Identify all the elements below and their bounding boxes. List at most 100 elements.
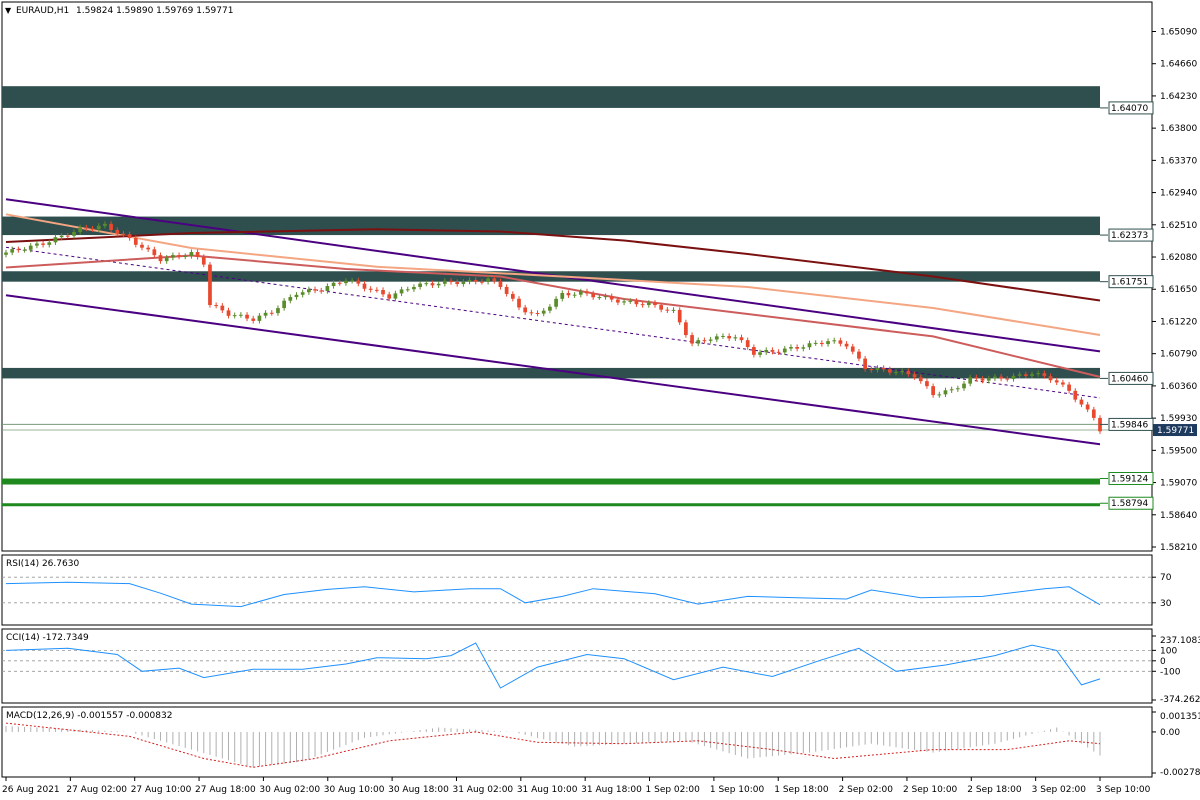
candle-body — [325, 286, 330, 292]
candle-body — [603, 296, 608, 298]
cci-tick-label: 100 — [1160, 646, 1177, 656]
candle-body — [770, 349, 775, 352]
candle-body — [1054, 380, 1059, 383]
candle-body — [795, 347, 799, 349]
candle-body — [152, 249, 157, 256]
candle-body — [974, 377, 979, 379]
candle-body — [1073, 390, 1078, 400]
candle-body — [473, 279, 478, 282]
candle-body — [993, 376, 997, 379]
candle-body — [1042, 373, 1047, 377]
candle-body — [41, 243, 45, 245]
level-label-text: 1.59846 — [1111, 420, 1148, 430]
candle-body — [158, 255, 163, 262]
cci-pane[interactable] — [1, 628, 1153, 704]
candle-body — [16, 249, 21, 251]
candle-body — [140, 244, 144, 248]
price-tick-label: 1.61650 — [1160, 285, 1197, 295]
candle-body — [276, 308, 280, 314]
level-label-text: 1.60460 — [1111, 374, 1148, 384]
time-tick-label: 1 Sep 18:00 — [774, 785, 829, 795]
level-zone-1.60460 — [2, 367, 1100, 379]
price-tick-label: 1.62080 — [1160, 253, 1197, 263]
macd-pane[interactable] — [1, 706, 1153, 778]
candle-body — [28, 245, 33, 250]
candle-body — [245, 314, 249, 319]
candle-body — [813, 342, 818, 344]
candle-body — [1030, 374, 1034, 376]
candle-body — [881, 367, 886, 370]
candle-body — [337, 282, 342, 284]
candle-body — [560, 292, 565, 299]
candle-body — [529, 312, 534, 314]
candle-body — [257, 315, 262, 321]
price-tick-label: 1.63370 — [1160, 156, 1197, 166]
candle-body — [875, 367, 880, 370]
rsi-tick-label: 70 — [1160, 573, 1172, 583]
current-price-box — [1153, 424, 1197, 437]
candle-body — [912, 374, 917, 378]
time-tick-label: 30 Aug 02:00 — [259, 785, 320, 795]
moving-average-3 — [5, 228, 1101, 302]
chart-dropdown-icon[interactable]: ▼ — [5, 6, 12, 15]
candle-body — [319, 290, 324, 292]
candle-body — [226, 310, 231, 316]
level-label-box — [1108, 371, 1154, 385]
cci-tick-label: -100 — [1160, 667, 1181, 677]
level-zone-1.64070 — [2, 86, 1100, 108]
candle-body — [418, 283, 422, 287]
price-tick-label: 1.59070 — [1160, 479, 1197, 489]
candle-body — [146, 247, 151, 250]
level-zone-1.59124 — [2, 478, 1100, 485]
price-layer — [2, 86, 1152, 507]
candle-body — [189, 252, 194, 257]
price-tick-label: 1.59930 — [1160, 414, 1197, 424]
candle-body — [183, 256, 188, 258]
channel-mid-line — [5, 246, 1101, 399]
symbol-label: EURAUD,H1 — [16, 6, 69, 16]
time-tick-label: 3 Sep 10:00 — [1096, 785, 1151, 795]
candle-body — [955, 388, 960, 390]
candle-body — [436, 283, 441, 286]
candle-body — [510, 293, 515, 299]
candle-body — [115, 230, 120, 234]
candle-body — [696, 340, 701, 344]
level-zone-1.62373 — [2, 216, 1100, 236]
candle-body — [931, 386, 935, 396]
candle-body — [467, 279, 472, 282]
candle-body — [850, 346, 855, 352]
candle-body — [288, 297, 293, 301]
candle-body — [35, 243, 39, 246]
candle-body — [523, 307, 528, 313]
candle-body — [684, 322, 688, 336]
candle-body — [374, 289, 379, 291]
price-tick-label: 1.61220 — [1160, 317, 1197, 327]
candle-body — [486, 278, 490, 282]
level-label-text: 1.64070 — [1111, 104, 1148, 114]
cci-tick-label: -374.2625 — [1160, 695, 1200, 705]
level-label-text: 1.62373 — [1111, 231, 1148, 241]
rsi-pane[interactable] — [1, 554, 1153, 626]
level-label-text: 1.59124 — [1111, 475, 1148, 485]
candle-body — [121, 233, 126, 235]
candle-body — [387, 294, 392, 299]
candle-body — [535, 312, 540, 314]
rsi-layer — [2, 576, 1152, 608]
candle-body — [640, 304, 645, 306]
candle-body — [498, 281, 503, 287]
candle-body — [171, 255, 175, 258]
candle-body — [659, 305, 664, 310]
candle-body — [1017, 374, 1022, 376]
candle-body — [980, 378, 985, 381]
candle-body — [232, 315, 237, 317]
candle-body — [999, 376, 1003, 379]
candle-body — [517, 298, 521, 308]
candle-body — [727, 335, 732, 339]
axis-layer: 1.65090 1.64660 1.64230 1.63800 1.63370 1.629… — [2, 27, 1200, 795]
candle-body — [585, 291, 589, 294]
candle-body — [164, 257, 169, 262]
candle-body — [368, 288, 373, 290]
candle-body — [863, 358, 867, 370]
candle-body — [1061, 382, 1065, 385]
